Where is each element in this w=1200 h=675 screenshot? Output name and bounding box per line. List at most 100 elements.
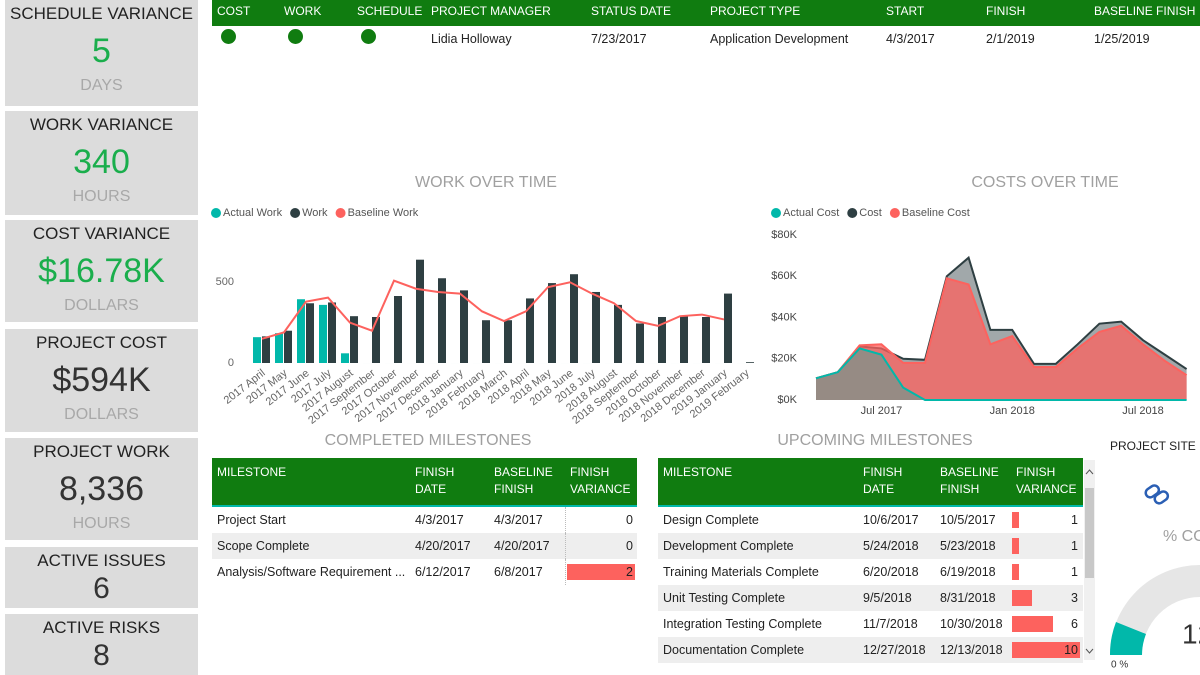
bar — [438, 278, 446, 363]
legend-marker — [211, 208, 221, 218]
table-cell: Documentation Complete — [663, 643, 804, 657]
column-header: WORK — [284, 4, 321, 18]
column-header: BASELINE FINISH — [1094, 4, 1195, 18]
status-indicator — [221, 29, 236, 44]
milestone-row: Unit Testing Complete9/5/20188/31/20183 — [658, 585, 1083, 611]
y-tick-label: 0 — [228, 357, 234, 369]
table-cell: 6/12/2017 — [415, 565, 471, 579]
bar — [275, 333, 283, 363]
bar — [253, 337, 261, 363]
bar — [570, 274, 578, 363]
kpi-card: COST VARIANCE$16.78KDOLLARS — [5, 220, 198, 322]
table-cell: Training Materials Complete — [663, 565, 819, 579]
column-header-text: FINISH DATE — [415, 464, 454, 498]
table-cell: 4/20/2017 — [415, 539, 471, 553]
bar — [592, 292, 600, 363]
column-header-text: MILESTONE — [217, 464, 286, 481]
table-cell: 11/7/2018 — [863, 617, 918, 631]
column-header: SCHEDULE — [357, 4, 422, 18]
milestone-row: Training Materials Complete6/20/20186/19… — [658, 559, 1083, 585]
column-header: FINISH DATE — [415, 464, 454, 498]
bar — [636, 323, 644, 363]
table-cell: 2/1/2019 — [986, 32, 1035, 46]
table-cell: Application Development — [710, 32, 848, 46]
column-header: FINISH DATE — [863, 464, 902, 498]
bar — [614, 305, 622, 363]
variance-value: 0 — [626, 539, 633, 553]
legend-marker — [847, 208, 857, 218]
bar — [262, 336, 270, 363]
table-cell: 4/3/2017 — [886, 32, 935, 46]
status-indicator — [361, 29, 376, 44]
table-cell: 9/5/2018 — [863, 591, 912, 605]
bar — [702, 317, 710, 363]
legend-label: Cost — [859, 207, 882, 219]
variance-bar — [1012, 564, 1019, 580]
bar — [482, 320, 490, 363]
variance-cell: 0 — [565, 507, 638, 533]
bar — [341, 353, 349, 363]
column-header-text: BASELINE FINISH — [940, 464, 999, 498]
link-ring — [1144, 484, 1161, 499]
column-header: COST — [217, 4, 250, 18]
table-cell: Design Complete — [663, 513, 759, 527]
kpi-unit: DOLLARS — [5, 406, 198, 424]
kpi-card: PROJECT WORK8,336HOURS — [5, 438, 198, 540]
kpi-title: COST VARIANCE — [5, 224, 198, 244]
kpi-title: SCHEDULE VARIANCE — [5, 4, 198, 24]
variance-cell: 10 — [1011, 637, 1083, 663]
variance-value: 1 — [1071, 513, 1078, 527]
variance-value: 10 — [1064, 643, 1078, 657]
bar — [746, 362, 754, 363]
bar — [504, 320, 512, 363]
bar — [416, 260, 424, 363]
bar — [306, 303, 314, 363]
bar — [394, 296, 402, 363]
variance-cell: 1 — [1011, 533, 1083, 559]
bar — [328, 302, 336, 363]
legend-marker — [890, 208, 900, 218]
variance-value: 1 — [1071, 539, 1078, 553]
kpi-title: PROJECT COST — [5, 333, 198, 353]
kpi-value: 5 — [5, 31, 198, 71]
milestone-row: Development Complete5/24/20185/23/20181 — [658, 533, 1083, 559]
gauge-label: % CO — [1163, 528, 1200, 545]
variance-cell: 1 — [1011, 559, 1083, 585]
milestone-row: Integration Testing Complete11/7/201810/… — [658, 611, 1083, 637]
scroll-thumb[interactable] — [1085, 488, 1094, 578]
kpi-value: 8 — [5, 639, 198, 673]
variance-bar — [567, 564, 635, 580]
kpi-unit: DOLLARS — [5, 297, 198, 315]
table-cell: 10/30/2018 — [940, 617, 1003, 631]
column-header: BASELINE FINISH — [494, 464, 553, 498]
table-cell: 6/19/2018 — [940, 565, 996, 579]
column-header: FINISH VARIANCE — [1016, 464, 1076, 498]
legend-label: Baseline Work — [348, 207, 419, 219]
kpi-value: 8,336 — [5, 469, 198, 509]
table-cell: Lidia Holloway — [431, 32, 512, 46]
table-cell: 5/24/2018 — [863, 539, 919, 553]
variance-bar — [1012, 538, 1019, 554]
kpi-value: $594K — [5, 360, 198, 400]
kpi-unit: HOURS — [5, 188, 198, 206]
table-cell: 12/13/2018 — [940, 643, 1003, 657]
milestone-table: MILESTONEFINISH DATEBASELINE FINISHFINIS… — [212, 458, 637, 585]
status-indicator — [288, 29, 303, 44]
kpi-unit: HOURS — [5, 515, 198, 533]
variance-value: 6 — [1071, 617, 1078, 631]
variance-bar — [1012, 616, 1053, 632]
x-tick-label: Jan 2018 — [990, 405, 1035, 417]
milestone-row: Analysis/Software Requirement ...6/12/20… — [212, 559, 637, 585]
legend-label: Actual Cost — [783, 207, 839, 219]
variance-cell: 2 — [565, 559, 638, 585]
table-cell: 8/31/2018 — [940, 591, 996, 605]
variance-value: 2 — [626, 565, 633, 579]
variance-bar — [1012, 512, 1019, 528]
bar — [680, 316, 688, 363]
table-cell: 1/25/2019 — [1094, 32, 1150, 46]
column-header-text: FINISH VARIANCE — [1016, 464, 1076, 498]
kpi-card: PROJECT COST $594K DOLLARS — [5, 329, 198, 432]
legend-label: Actual Work — [223, 207, 283, 219]
